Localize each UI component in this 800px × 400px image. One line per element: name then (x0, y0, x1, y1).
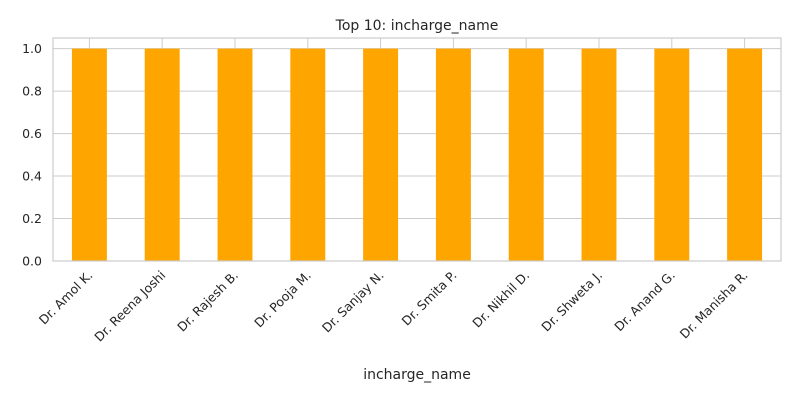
x-axis-label: incharge_name (363, 367, 471, 383)
bar-6 (508, 48, 544, 261)
y-tick-label-4: 0.8 (22, 84, 42, 99)
x-tick-label-4: Dr. Sanjay N. (319, 268, 387, 336)
plot-frame (52, 37, 782, 262)
x-tick-label-3: Dr. Pooja M. (251, 268, 314, 331)
y-tick-label-2: 0.4 (22, 169, 42, 184)
bar-5 (435, 48, 471, 261)
bar-8 (654, 48, 690, 261)
y-tick-label-5: 1.0 (22, 41, 42, 56)
x-axis-ticks: Dr. Amol K.Dr. Reena Joshi Dr. Rajesh B. D… (36, 268, 751, 345)
x-tick-label-8: Dr. Anand G. (611, 268, 678, 335)
y-tick-label-1: 0.2 (22, 211, 42, 226)
bar-4 (363, 48, 399, 261)
x-tick-label-6: Dr. Nikhil D. (469, 268, 532, 331)
x-tick-label-9: Dr. Manisha R. (677, 268, 751, 342)
bar-1 (144, 48, 180, 261)
x-tick-label-5: Dr. Smita P. (399, 268, 460, 329)
x-tick-label-1: Dr. Reena Joshi (91, 268, 168, 345)
x-tick-label-2: Dr. Rajesh B. (174, 268, 241, 335)
bar-2 (217, 48, 253, 261)
bar-7 (581, 48, 617, 261)
x-tick-label-7: Dr. Shweta J. (538, 268, 605, 335)
y-tick-label-3: 0.6 (22, 126, 42, 141)
bar-9 (727, 48, 763, 261)
bar-3 (290, 48, 326, 261)
y-axis-ticks: 0.0 0.2 0.4 0.6 0.8 1.0 (22, 41, 42, 268)
bar-0 (71, 48, 107, 261)
bars (71, 48, 763, 261)
x-tick-label-0: Dr. Amol K. (36, 268, 96, 328)
chart-title: Top 10: incharge_name (335, 18, 499, 34)
y-tick-label-0: 0.0 (22, 254, 42, 269)
